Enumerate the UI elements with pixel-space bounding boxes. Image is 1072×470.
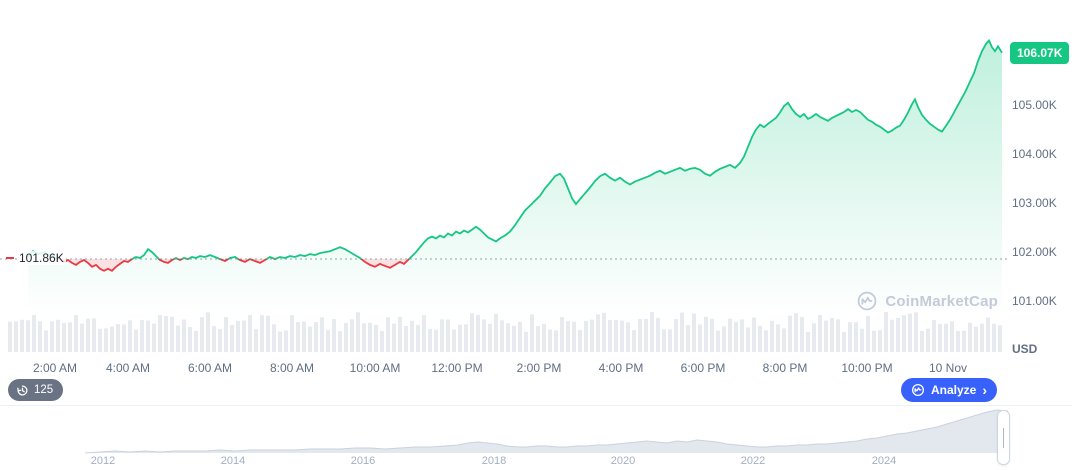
year-label: 2024 <box>871 455 897 467</box>
x-axis-label: 10 Nov <box>928 361 968 375</box>
baseline-price-label: 101.86K <box>17 251 66 265</box>
navigator-svg[interactable] <box>0 407 1072 470</box>
y-axis-label: 102.00K <box>1012 245 1057 260</box>
chevron-right-icon: › <box>982 382 987 398</box>
history-count: 125 <box>34 384 54 396</box>
x-axis-label: 6:00 PM <box>680 361 726 375</box>
y-axis-label: 105.00K <box>1012 98 1057 113</box>
price-chart[interactable] <box>0 0 1008 358</box>
y-axis-label: 103.00K <box>1012 196 1057 211</box>
navigator-area-fill <box>85 410 1008 453</box>
x-axis-label: 6:00 AM <box>187 361 233 375</box>
price-line-green <box>27 38 1003 259</box>
coinmarketcap-watermark: CoinMarketCap <box>856 290 998 312</box>
y-axis-label: 101.00K <box>1012 294 1057 309</box>
analyze-button[interactable]: Analyze › <box>900 378 997 402</box>
x-axis-label: 2:00 PM <box>516 361 562 375</box>
x-axis-label: 2:00 AM <box>32 361 78 375</box>
toolbar: 125 Analyze › <box>0 377 1072 403</box>
price-area-fill-negative <box>28 259 1002 271</box>
year-label: 2014 <box>220 455 246 467</box>
x-axis-label: 4:00 AM <box>105 361 151 375</box>
analyze-label: Analyze <box>930 383 977 397</box>
navigator-area-stroke <box>84 409 1009 454</box>
coinmarketcap-logo-icon <box>856 290 878 312</box>
history-count-button[interactable]: 125 <box>8 379 64 401</box>
year-label: 2020 <box>610 455 636 467</box>
history-icon <box>16 384 29 397</box>
y-axis: 106.07K USD 105.00K 104.00K 103.00K 102.00K… <box>1008 0 1072 358</box>
baseline-dash <box>6 257 14 259</box>
price-chart-svg[interactable] <box>0 0 1008 358</box>
navigator-range-handle[interactable] <box>997 410 1010 465</box>
analyze-logo-icon <box>911 383 925 397</box>
year-label: 2016 <box>350 455 376 467</box>
price-area-fill <box>28 40 1002 352</box>
current-price-badge: 106.07K <box>1010 41 1070 64</box>
watermark-text: CoinMarketCap <box>885 292 998 310</box>
x-axis-label: 8:00 AM <box>269 361 315 375</box>
year-label: 2022 <box>740 455 766 467</box>
baseline-tag: 101.86K <box>6 251 66 265</box>
x-axis-label: 12:00 PM <box>431 361 483 375</box>
year-label: 2018 <box>481 455 507 467</box>
x-axis-label: 8:00 PM <box>762 361 808 375</box>
history-navigator[interactable]: 2012 2014 2016 2018 2020 2022 2024 <box>0 405 1072 470</box>
navigator-chart[interactable] <box>0 407 1072 470</box>
x-axis-label: 10:00 PM <box>841 361 893 375</box>
x-axis-label: 4:00 PM <box>598 361 644 375</box>
x-axis: 2:00 AM 4:00 AM 6:00 AM 8:00 AM 10:00 AM 12:0… <box>0 358 1008 378</box>
year-label: 2012 <box>90 455 116 467</box>
currency-label: USD <box>1012 342 1038 356</box>
y-axis-label: 104.00K <box>1012 147 1057 162</box>
x-axis-label: 10:00 AM <box>349 361 401 375</box>
